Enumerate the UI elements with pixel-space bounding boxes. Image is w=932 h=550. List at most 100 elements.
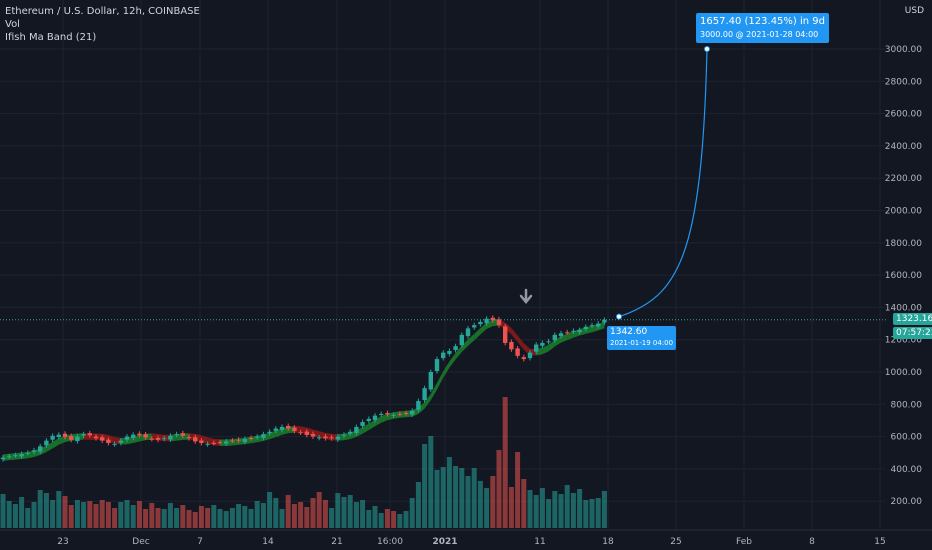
volume-bar [558,494,564,528]
candle-body [366,418,371,422]
candle-body [596,323,601,327]
ma-band-segment [220,439,227,446]
candle-body [248,438,254,440]
projection-target: 3000.00 @ 2021-01-28 04:00 [700,30,819,39]
candle-body [515,348,520,356]
arrow-down-icon [519,288,533,304]
x-tick-label: 18 [602,537,614,547]
volume-bar [118,502,124,528]
candle-body [571,330,576,332]
x-tick-label: 21 [331,537,342,547]
volume-bar [589,499,595,528]
candle-body [484,318,489,324]
volume-bar [508,487,514,528]
candle-body [434,359,440,372]
candle-body [465,328,471,337]
candle-body [317,437,322,439]
ma-band-segment [381,413,388,423]
volume-bar [223,511,229,528]
volume-bar [360,500,366,528]
candle-body [106,439,111,444]
volume-bar [211,505,217,528]
volume-bar [186,510,192,528]
volume-bar [465,476,471,528]
volume-bar [397,514,403,528]
symbol-title[interactable]: Ethereum / U.S. Dollar, 12h, COINBASE [5,6,200,17]
candle-body [503,326,508,343]
volume-bar [31,502,37,528]
volume-bar [56,491,62,528]
price-axis[interactable]: 3000.00 2800.00 2600.00 2400.00 2200.00 2000.… [885,0,932,530]
volume-bar [130,505,136,528]
ma-band-segment [449,352,456,368]
candle-body [13,455,18,457]
volume-bar [422,444,428,528]
candle-body [87,433,92,436]
volume-bar [43,493,49,528]
volume-bar [149,503,155,528]
candle-body [379,413,384,415]
volume-bar [409,498,415,528]
ma-band-segment [517,335,524,350]
projection-callout[interactable]: 1657.40 (123.45%) in 9d 3000.00 @ 2021-0… [696,13,830,43]
ma-band-segment [548,340,555,352]
y-tick-label: 1600.00 [885,271,922,281]
volume-bar [539,488,545,528]
indicator-legend[interactable]: Ifish Ma Band (21) [5,32,97,43]
projection-change: 1657.40 (123.45%) in 9d [700,16,826,27]
ma-band-segment [27,450,34,459]
ma-band-segment [461,339,468,352]
start-callout[interactable]: 1342.60 2021-01-19 04:00 [607,326,677,350]
volume-bar [403,511,409,528]
y-tick-label: 3000.00 [885,45,922,55]
x-tick-label: 23 [57,537,68,547]
volume-bar [471,468,477,528]
projection-start-point [616,313,622,320]
candle-body [583,326,588,330]
volume-bar [291,504,297,528]
candle-body [558,333,564,337]
volume-bar [25,508,31,528]
candle-body [509,341,514,350]
x-tick-label: Dec [132,537,149,547]
y-tick-label: 1800.00 [885,239,922,249]
volume-bar [316,492,322,528]
candle-body [155,438,161,440]
chart-legend: Ethereum / U.S. Dollar, 12h, COINBASE Vo… [5,5,200,44]
candle-body [69,435,74,440]
volume-bar [155,508,161,528]
x-tick-label: 14 [262,537,274,547]
projection-line[interactable] [0,46,886,321]
candle-body [354,426,359,434]
candle-body [118,440,123,443]
y-tick-label: 600.00 [891,433,923,443]
x-tick-label: 2021 [432,537,457,547]
candle-body [478,321,483,325]
volume-bar [161,509,167,528]
candle-body [149,438,154,440]
volume-bar [521,479,527,528]
volume-bar [304,507,310,528]
ma-band-segment [542,344,549,355]
volume-legend[interactable]: Vol [5,19,20,30]
candle-body [540,342,545,346]
candle-body [472,325,477,328]
candle-body [490,317,495,321]
volume-bars [0,397,607,528]
currency-unit[interactable]: USD [904,6,924,16]
volume-bar [285,495,291,528]
candle-body [193,437,198,442]
volume-bar [459,468,465,528]
candle-body [162,438,167,440]
volume-bar [546,499,552,528]
time-axis[interactable]: 23 Dec 7 14 21 16:00 2021 11 18 25 Feb 8 15 [0,529,932,547]
volume-bar [50,500,56,528]
volume-bar [353,502,359,528]
candle-body [100,437,105,441]
projection-end-point [704,46,710,52]
volume-bar [192,512,198,528]
ma-band-segment [523,343,530,356]
ma-band-segment [443,361,450,378]
candle-body [422,388,427,401]
